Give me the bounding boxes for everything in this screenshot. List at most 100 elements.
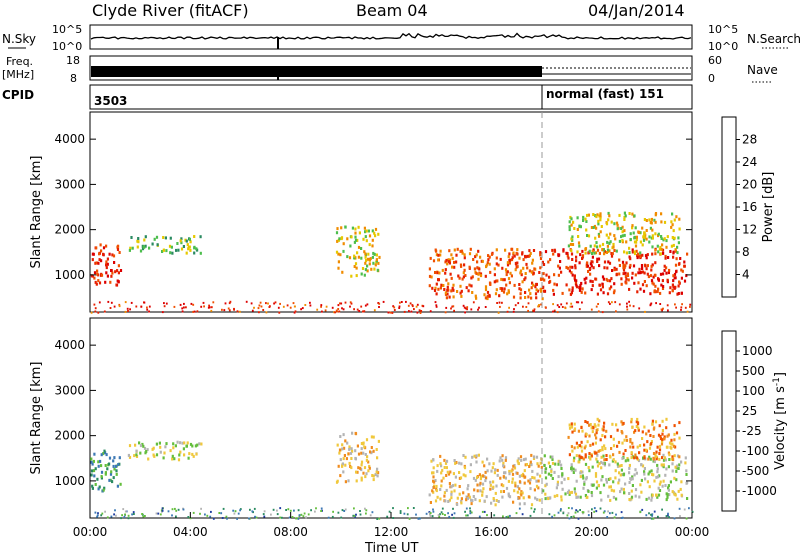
range-cell — [613, 249, 616, 252]
range-cell — [556, 494, 559, 498]
range-cell — [100, 514, 103, 517]
range-cell — [613, 222, 616, 226]
range-cell — [236, 310, 239, 313]
range-cell — [287, 508, 290, 511]
range-cell — [589, 443, 592, 447]
range-cell — [577, 460, 580, 464]
range-cell — [350, 302, 353, 305]
range-cell — [463, 268, 466, 272]
range-cell — [568, 426, 572, 430]
range-cell — [433, 480, 436, 484]
range-cell — [608, 261, 612, 265]
range-cell — [245, 300, 248, 303]
range-cell — [482, 474, 485, 478]
range-cell — [342, 433, 345, 437]
range-cell — [580, 290, 583, 294]
range-cell — [635, 456, 639, 460]
range-cell — [135, 455, 139, 458]
range-cell — [115, 472, 118, 476]
range-cell — [209, 515, 212, 518]
range-cell — [139, 249, 143, 253]
range-cell — [360, 476, 363, 480]
range-cell — [594, 214, 597, 218]
range-cell — [611, 252, 614, 256]
range-cell — [430, 459, 433, 463]
range-cell — [641, 226, 644, 230]
range-cell — [621, 234, 624, 238]
range-cell — [654, 455, 657, 459]
range-cell — [679, 515, 681, 518]
range-cell — [315, 507, 317, 510]
range-cell — [643, 232, 646, 235]
range-cell — [681, 303, 683, 306]
range-cell — [581, 470, 584, 474]
range-cell — [486, 294, 489, 298]
range-cell — [343, 454, 346, 457]
range-cell — [629, 263, 632, 267]
range-cell — [518, 256, 521, 260]
range-cell — [662, 463, 665, 467]
range-cell — [641, 430, 644, 434]
range-cell — [643, 467, 646, 470]
range-cell — [484, 470, 487, 474]
velocity-cells — [90, 417, 694, 520]
range-cell — [560, 463, 563, 467]
range-cell — [447, 500, 450, 503]
range-cell — [624, 482, 627, 486]
range-cell — [448, 249, 451, 253]
range-cell — [658, 444, 662, 448]
range-cell — [599, 491, 602, 495]
range-cell — [474, 294, 477, 298]
range-cell — [259, 301, 262, 304]
range-cell — [609, 232, 612, 236]
range-cell — [337, 308, 340, 310]
range-cell — [368, 262, 371, 266]
range-cell — [182, 447, 185, 451]
range-cell — [509, 271, 512, 275]
range-cell — [603, 252, 606, 256]
range-cell — [653, 460, 656, 464]
range-cell — [659, 291, 662, 295]
range-cell — [519, 296, 522, 300]
range-cell — [551, 455, 554, 459]
range-cell — [189, 442, 193, 446]
range-cell — [91, 462, 94, 466]
range-cell — [636, 256, 639, 260]
range-cell — [263, 515, 266, 518]
range-cell — [662, 251, 665, 255]
range-cell — [662, 285, 665, 288]
range-cell — [350, 235, 353, 239]
range-cell — [200, 305, 203, 308]
range-cell — [105, 266, 108, 270]
range-cell — [684, 461, 687, 465]
range-cell — [100, 470, 104, 474]
range-cell — [667, 309, 669, 312]
range-cell — [605, 454, 608, 457]
range-cell — [686, 310, 689, 313]
range-cell — [104, 472, 107, 476]
range-cell — [606, 279, 609, 283]
range-cell — [552, 252, 555, 256]
range-cell — [119, 482, 122, 486]
range-cell — [601, 434, 604, 437]
range-cell — [455, 253, 458, 257]
range-cell — [675, 270, 678, 274]
range-cell — [408, 310, 410, 313]
range-cell — [464, 510, 466, 513]
range-cell — [628, 481, 631, 484]
range-cell — [578, 457, 581, 461]
range-cell — [490, 252, 494, 256]
range-cell — [623, 215, 626, 219]
range-cell — [303, 512, 306, 515]
range-cell — [96, 515, 98, 518]
range-cell — [620, 277, 623, 281]
range-cell — [671, 212, 674, 216]
range-cell — [561, 487, 564, 491]
range-cell — [603, 510, 606, 513]
range-cell — [678, 463, 681, 467]
range-cell — [573, 427, 577, 431]
range-cell — [624, 264, 627, 268]
range-cell — [443, 466, 446, 469]
range-cell — [559, 260, 562, 263]
range-cell — [572, 515, 575, 518]
